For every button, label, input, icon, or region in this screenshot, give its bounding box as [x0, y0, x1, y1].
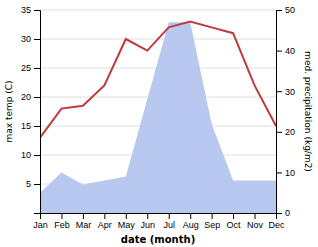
tick-mark	[34, 10, 40, 11]
tick: Nov	[247, 213, 264, 230]
y-axis: 5 10 15 20 25 30 35	[21, 5, 41, 213]
tick: 20	[21, 92, 40, 102]
plot: Jan Feb Mar Apr May Jun Jul Aug Sep Oct Nov Dec 5 10 1…	[4, 5, 313, 245]
tick-label: 15	[21, 121, 31, 131]
tick-label: 35	[21, 5, 31, 15]
tick-label: 30	[285, 87, 295, 97]
precip-area	[40, 22, 276, 213]
tick-mark	[61, 213, 62, 219]
tick-mark	[34, 126, 40, 127]
tick-label: Mar	[76, 220, 92, 230]
tick: Jun	[141, 213, 156, 230]
tick-mark	[34, 155, 40, 156]
tick-mark	[169, 213, 170, 219]
tick-label: Sep	[204, 220, 220, 230]
tick-mark	[34, 97, 40, 98]
tick-mark	[276, 91, 282, 92]
x-axis-line	[41, 214, 277, 220]
tick: 10	[276, 168, 295, 178]
tick: 35	[21, 5, 40, 15]
tick-label: Apr	[98, 220, 112, 230]
tick: Oct	[227, 213, 242, 230]
tick-mark	[34, 68, 40, 69]
tick: Aug	[183, 213, 199, 230]
tick-mark	[34, 184, 40, 185]
y-axis-line	[34, 11, 41, 214]
x-axis: Jan Feb Mar Apr May Jun Jul Aug Sep Oct Nov Dec	[33, 213, 285, 230]
tick-mark	[34, 39, 40, 40]
tick-label: Aug	[183, 220, 199, 230]
y2-axis: 0 10 20 30 40 50	[276, 5, 295, 218]
tick-mark	[190, 213, 191, 219]
tick: 30	[21, 34, 40, 44]
tick: Apr	[98, 213, 112, 230]
y2-axis-line	[277, 11, 283, 214]
tick-mark	[83, 213, 84, 219]
tick-label: 30	[21, 34, 31, 44]
chart: Jan Feb Mar Apr May Jun Jul Aug Sep Oct Nov Dec 5 10 1…	[0, 0, 318, 247]
y-axis-title: max temp (C)	[4, 80, 14, 142]
tick-mark	[276, 10, 282, 11]
y2-axis-title: med. precipitation (kg/m2)	[303, 51, 313, 172]
tick-label: 20	[285, 127, 295, 137]
tick: 40	[276, 46, 295, 56]
tick: Feb	[54, 213, 70, 230]
tick-label: May	[118, 220, 136, 230]
tick: 50	[276, 5, 295, 15]
tick-mark	[276, 51, 282, 52]
grid-line	[40, 10, 276, 11]
tick-label: Dec	[268, 220, 285, 230]
tick-label: Feb	[54, 220, 70, 230]
tick: Dec	[268, 213, 285, 230]
tick-mark	[233, 213, 234, 219]
tick-mark	[276, 172, 282, 173]
tick: 15	[21, 121, 40, 131]
tick-label: 0	[285, 208, 290, 218]
tick-label: 20	[21, 92, 31, 102]
tick: 10	[21, 150, 40, 160]
tick-mark	[255, 213, 256, 219]
tick-mark	[276, 213, 282, 214]
tick-mark	[147, 213, 148, 219]
tick-mark	[212, 213, 213, 219]
tick: 20	[276, 127, 295, 137]
tick: Mar	[76, 213, 92, 230]
tick: 25	[21, 63, 40, 73]
tick: Sep	[204, 213, 220, 230]
tick-label: Jun	[141, 220, 156, 230]
tick-label: 5	[26, 179, 31, 189]
tick: 5	[26, 179, 40, 189]
tick: 0	[276, 208, 290, 218]
tick: 30	[276, 87, 295, 97]
tick-label: Jul	[163, 220, 175, 230]
tick-label: 10	[285, 168, 295, 178]
tick-label: Oct	[227, 220, 242, 230]
tick-mark	[104, 213, 105, 219]
tick-label: 50	[285, 5, 295, 15]
tick-label: Jan	[33, 220, 48, 230]
tick: Jan	[33, 213, 48, 230]
tick-mark	[276, 132, 282, 133]
tick-label: 25	[21, 63, 31, 73]
tick-mark	[126, 213, 127, 219]
tick-label: 10	[21, 150, 31, 160]
tick-label: 40	[285, 46, 295, 56]
tick: May	[118, 213, 136, 230]
x-axis-title: date (month)	[121, 234, 195, 245]
tick: Jul	[163, 213, 175, 230]
tick-label: Nov	[247, 220, 264, 230]
marks	[40, 22, 276, 213]
temp-line	[40, 22, 276, 138]
